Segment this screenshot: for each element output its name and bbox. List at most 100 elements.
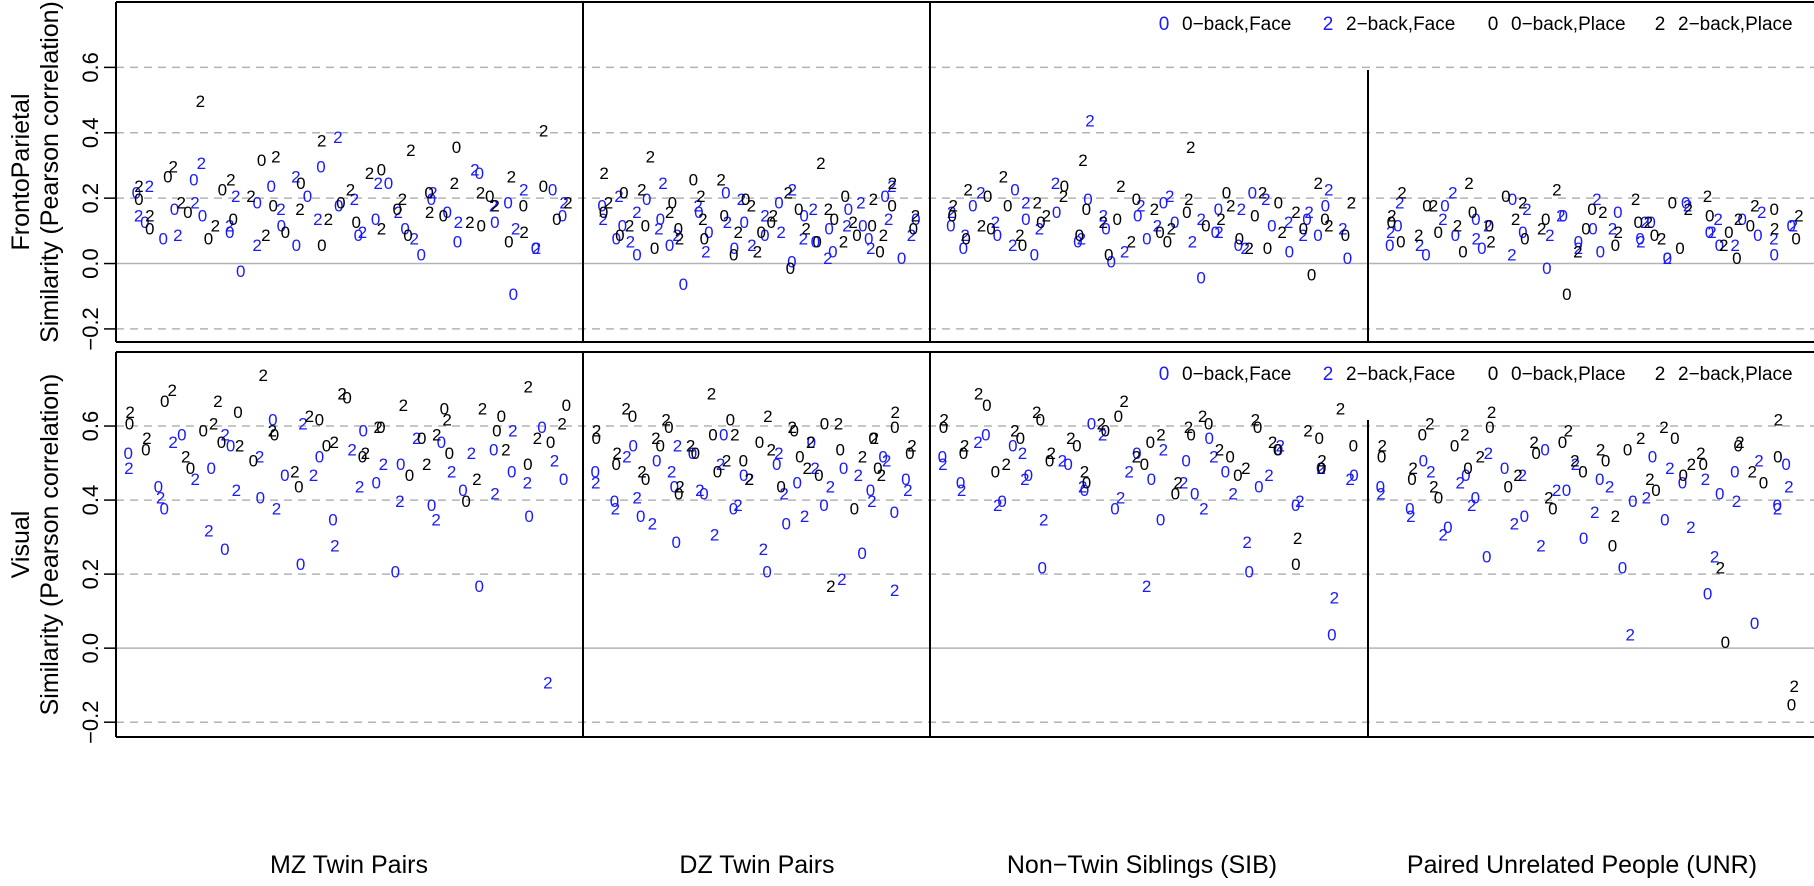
legend-symbol: 2 <box>1323 364 1334 385</box>
point-marker: 0 <box>1501 187 1510 206</box>
point-marker: 2 <box>1564 422 1573 441</box>
point-marker: 0 <box>1753 226 1762 245</box>
point-marker: 0 <box>1114 407 1123 426</box>
point-marker: 2 <box>197 154 206 173</box>
point-marker: 0 <box>336 193 345 212</box>
point-marker: 2 <box>856 193 865 212</box>
point-marker: 0 <box>1715 236 1724 255</box>
point-marker: 2 <box>1713 210 1722 229</box>
point-marker: 0 <box>1618 559 1627 578</box>
point-marker: 2 <box>1518 466 1527 485</box>
point-marker: 2 <box>447 463 456 482</box>
point-marker: 2 <box>412 429 421 448</box>
point-marker: 2 <box>470 161 479 180</box>
legend-label: 2−back,Place <box>1678 14 1793 35</box>
point-marker: 0 <box>1104 246 1113 265</box>
point-marker: 2 <box>134 177 143 196</box>
point-marker: 2 <box>1085 112 1094 131</box>
point-marker: 2 <box>787 418 796 437</box>
point-marker: 2 <box>947 203 956 222</box>
point-marker: 2 <box>1683 200 1692 219</box>
point-marker: 2 <box>907 437 916 456</box>
point-marker: 2 <box>1179 474 1188 493</box>
point-marker: 0 <box>1106 252 1115 271</box>
point-marker: 2 <box>648 514 657 533</box>
point-marker: 0 <box>628 407 637 426</box>
point-marker: 2 <box>337 385 346 404</box>
point-marker: 0 <box>721 184 730 203</box>
point-marker: 2 <box>1426 463 1435 482</box>
point-marker: 2 <box>1592 190 1601 209</box>
point-marker: 2 <box>395 492 404 511</box>
point-marker: 0 <box>1587 200 1596 219</box>
point-marker: 0 <box>858 216 867 235</box>
point-marker: 0 <box>1307 265 1316 284</box>
point-marker: 2 <box>632 203 641 222</box>
point-marker: 2 <box>1611 507 1620 526</box>
point-marker: 0 <box>358 422 367 441</box>
point-marker: 0 <box>961 229 970 248</box>
point-marker: 0 <box>1443 518 1452 537</box>
point-marker: 0 <box>991 463 1000 482</box>
point-marker: 0 <box>1299 220 1308 239</box>
point-marker: 0 <box>1112 210 1121 229</box>
point-marker: 0 <box>852 226 861 245</box>
point-marker: 2 <box>960 226 969 245</box>
point-marker: 2 <box>637 463 646 482</box>
point-marker: 0 <box>726 411 735 430</box>
point-marker: 0 <box>1316 459 1325 478</box>
point-marker: 2 <box>134 207 143 226</box>
legend-symbol: 0 <box>1159 14 1170 35</box>
point-marker: 2 <box>769 207 778 226</box>
point-marker: 0 <box>1601 451 1610 470</box>
point-marker: 0 <box>875 243 884 262</box>
point-marker: 0 <box>1155 223 1164 242</box>
point-marker: 2 <box>716 455 725 474</box>
point-marker: 0 <box>1558 207 1567 226</box>
point-marker: 0 <box>1675 239 1684 258</box>
point-marker: 0 <box>1732 249 1741 268</box>
point-marker: 0 <box>1458 243 1467 262</box>
point-marker: 2 <box>1244 239 1253 258</box>
point-marker: 0 <box>461 492 470 511</box>
point-marker: 2 <box>598 210 607 229</box>
point-marker: 2 <box>1475 448 1484 467</box>
point-marker: 0 <box>183 203 192 222</box>
point-marker: 0 <box>442 203 451 222</box>
point-marker: 0 <box>947 207 956 226</box>
point-marker: 0 <box>739 466 748 485</box>
point-marker: 2 <box>1613 223 1622 242</box>
point-marker: 2 <box>1507 246 1516 265</box>
point-marker: 0 <box>599 203 608 222</box>
point-marker: 0 <box>1073 233 1082 252</box>
point-marker: 2 <box>1789 216 1798 235</box>
point-marker: 0 <box>256 488 265 507</box>
point-marker: 2 <box>373 418 382 437</box>
point-marker: 2 <box>686 437 695 456</box>
point-marker: 0 <box>789 422 798 441</box>
point-marker: 2 <box>156 488 165 507</box>
point-marker: 2 <box>1159 440 1168 459</box>
point-marker: 0 <box>186 459 195 478</box>
y-tick-label: 0.4 <box>78 117 103 148</box>
point-marker: 0 <box>1581 220 1590 239</box>
point-marker: 2 <box>355 477 364 496</box>
point-marker: 2 <box>1484 444 1493 463</box>
point-marker: 2 <box>1545 226 1554 245</box>
point-marker: 2 <box>999 167 1008 186</box>
point-marker: 0 <box>612 229 621 248</box>
point-marker: 0 <box>1558 433 1567 452</box>
point-marker: 0 <box>611 455 620 474</box>
point-marker: 2 <box>1167 220 1176 239</box>
point-marker: 2 <box>431 511 440 530</box>
point-marker: 2 <box>125 403 134 422</box>
point-marker: 0 <box>233 403 242 422</box>
point-marker: 0 <box>829 210 838 229</box>
point-marker: 2 <box>1097 414 1106 433</box>
point-marker: 0 <box>1132 190 1141 209</box>
point-marker: 0 <box>652 451 661 470</box>
point-marker: 0 <box>679 275 688 294</box>
y-axis-title-line2: Similarity (Pearson correlation) <box>36 374 64 716</box>
point-marker: 0 <box>1548 500 1557 519</box>
